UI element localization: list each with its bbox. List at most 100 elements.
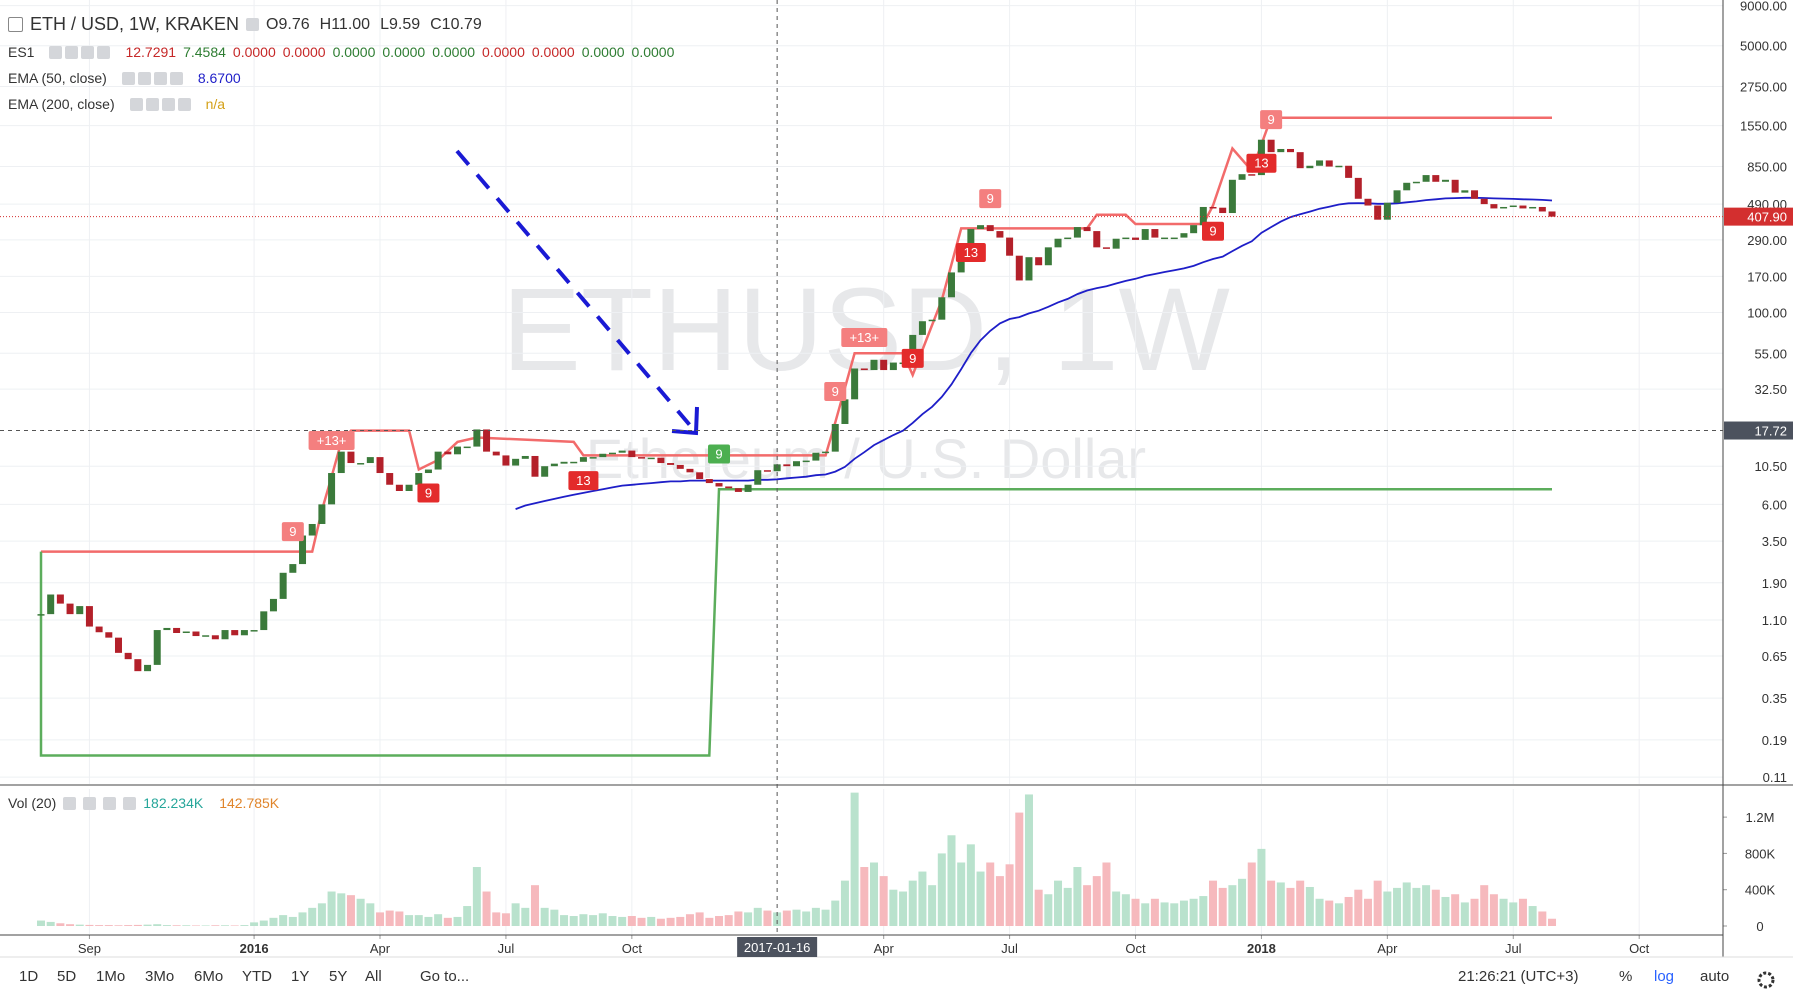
candle-body (531, 455, 539, 477)
settings-gear[interactable] (1757, 971, 1775, 989)
volume-bar (269, 917, 278, 926)
candle-body (124, 652, 132, 660)
auto-button[interactable]: auto (1700, 968, 1730, 985)
volume-bar (1451, 894, 1460, 926)
volume-bar (1141, 903, 1150, 926)
settings-icon[interactable] (169, 71, 183, 85)
candle-body (1190, 225, 1198, 234)
volume-bar (162, 925, 171, 926)
settings-icon[interactable] (246, 18, 260, 31)
volume-bar (715, 916, 724, 926)
candle-body (134, 659, 142, 672)
candle-body (1412, 181, 1420, 184)
candle-body (793, 461, 801, 467)
volume-bar (46, 921, 55, 926)
candle-body (715, 483, 723, 487)
settings-icon[interactable] (103, 796, 117, 810)
volume-name[interactable]: Vol (20) (8, 795, 57, 811)
volume-bar (860, 867, 869, 926)
candle-body (56, 594, 64, 604)
settings-icon[interactable] (83, 796, 97, 810)
volume-bar (1373, 880, 1382, 926)
settings-icon[interactable] (81, 45, 95, 59)
x-tick-label: Apr (1377, 941, 1398, 956)
indicator-value: n/a (205, 96, 226, 112)
log-button[interactable]: log (1654, 968, 1675, 985)
marker-label: 13 (1254, 156, 1268, 171)
candle-body (1151, 229, 1159, 238)
settings-icon[interactable] (137, 71, 151, 85)
indicator-value: 0.0000 (581, 44, 625, 60)
volume-bar (1034, 889, 1043, 926)
indicator-value: 8.6700 (197, 70, 241, 86)
range-button[interactable]: 1Mo (96, 968, 126, 985)
volume-bar (685, 914, 694, 926)
candle-body (299, 535, 307, 565)
settings-icon[interactable] (65, 45, 79, 59)
td-marker: 13 (1246, 153, 1277, 173)
volume-bar (424, 916, 433, 926)
settings-icon[interactable] (123, 796, 137, 810)
candle-body (463, 446, 471, 449)
td-marker: +13+ (841, 328, 888, 348)
volume-bar (937, 853, 946, 926)
marker-badge (417, 483, 440, 503)
last-price-label: 407.90 (1747, 210, 1787, 225)
volume-bar (1228, 885, 1237, 926)
volume-bar (288, 916, 297, 926)
candle-body (85, 606, 93, 627)
candle-body (1306, 165, 1314, 169)
volume-bar (782, 910, 791, 926)
candle-body (754, 470, 762, 485)
percent-button[interactable]: % (1619, 968, 1633, 985)
settings-icon[interactable] (49, 45, 63, 59)
settings-icon[interactable] (129, 97, 143, 111)
candle-body (1170, 237, 1178, 240)
collapse-icon[interactable] (8, 17, 23, 32)
marker-label: 13 (576, 473, 590, 488)
goto-button[interactable]: Go to... (420, 968, 470, 985)
volume-bar (1209, 880, 1218, 926)
candle-body (1490, 204, 1498, 209)
range-button[interactable]: All (365, 968, 382, 985)
settings-icon[interactable] (121, 71, 135, 85)
candle-body (386, 473, 394, 485)
candle-body (1054, 238, 1062, 248)
candle-body (1325, 160, 1333, 167)
volume-bar (395, 911, 404, 926)
indicator-legend: EMA (50, close) 8.6700 (8, 70, 241, 86)
volume-bar (598, 913, 607, 926)
indicator-name[interactable]: EMA (200, close) (8, 96, 115, 112)
settings-icon[interactable] (97, 45, 111, 59)
indicator-icons (49, 45, 111, 59)
settings-icon[interactable] (145, 97, 159, 111)
settings-icon[interactable] (161, 97, 175, 111)
range-button[interactable]: 1Y (291, 968, 310, 985)
candle-body (783, 464, 791, 467)
range-button[interactable]: YTD (242, 968, 272, 985)
volume-bar (666, 917, 675, 926)
range-button[interactable]: 5D (57, 968, 77, 985)
indicator-name[interactable]: EMA (50, close) (8, 70, 107, 86)
range-button[interactable]: 6Mo (194, 968, 224, 985)
range-button[interactable]: 1D (19, 968, 39, 985)
candle-body (1093, 231, 1101, 248)
td-marker: 9 (417, 483, 440, 503)
symbol-title[interactable]: ETH / USD, 1W, KRAKEN (30, 14, 240, 34)
ohlc-key: H (319, 15, 332, 33)
volume-bar (1073, 867, 1082, 926)
candle-body (996, 231, 1004, 238)
indicator-name[interactable]: ES1 (8, 44, 35, 60)
indicator-legend: ES1 12.7291 7.4584 0.0000 0.0000 0.0000 0.0000… (8, 44, 674, 60)
settings-icon[interactable] (177, 97, 191, 111)
range-button[interactable]: 5Y (329, 968, 348, 985)
settings-icon[interactable] (153, 71, 167, 85)
candle-body (802, 460, 810, 463)
settings-icon[interactable] (63, 796, 77, 810)
indicator-value: 0.0000 (432, 44, 476, 60)
range-button[interactable]: 3Mo (145, 968, 175, 985)
volume-bar (1441, 896, 1450, 926)
candle-body (1102, 247, 1110, 249)
